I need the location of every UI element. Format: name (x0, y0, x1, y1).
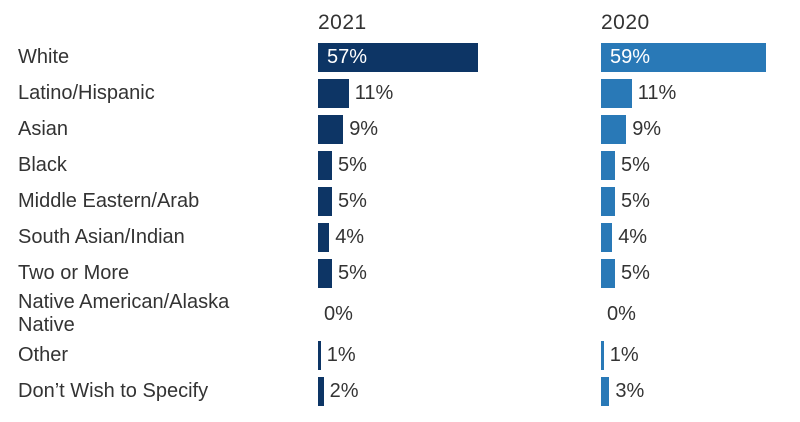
bar-cell-2020: 11% (601, 75, 800, 111)
chart-row: Native American/Alaska Native 0% 0% (18, 291, 800, 337)
bar-cell-2020: 3% (601, 373, 800, 409)
bar-2020 (601, 114, 627, 144)
chart-row: Don’t Wish to Specify 2% 3% (18, 373, 800, 409)
column-header-2021: 2021 (318, 11, 367, 34)
value-label: 4% (335, 225, 365, 248)
bar-2020: 59% (601, 42, 767, 72)
bar-cell-2021: 2% (318, 373, 601, 409)
value-label: 5% (338, 189, 367, 212)
bar-2020 (601, 340, 604, 370)
value-label: 11% (637, 81, 677, 104)
chart-rows: White 57% 59% Latino/Hispanic 11% 11% Asian 9% 9… (18, 39, 800, 409)
category-label: Don’t Wish to Specify (18, 379, 209, 402)
category-label: Native American/Alaska Native (18, 291, 230, 336)
bar-cell-2021: 9% (318, 111, 601, 147)
value-label: 5% (621, 153, 650, 176)
value-label: 2% (329, 379, 359, 402)
bar-cell-2021: 4% (318, 219, 601, 255)
column-headers-row: 2021 2020 (18, 9, 800, 39)
value-label: 5% (338, 261, 367, 284)
bar-2021 (318, 78, 349, 108)
bar-2021 (318, 340, 321, 370)
bar-2020 (601, 376, 610, 406)
bar-2020 (601, 258, 615, 288)
category-label: Asian (18, 117, 69, 140)
category-label: Middle Eastern/Arab (18, 189, 200, 212)
bar-cell-2020: 0% (601, 291, 800, 337)
value-label: 5% (621, 261, 650, 284)
chart-row: Two or More 5% 5% (18, 255, 800, 291)
bar-cell-2021: 5% (318, 147, 601, 183)
bar-cell-2020: 5% (601, 255, 800, 291)
value-label: 1% (326, 343, 356, 366)
bar-2021 (318, 222, 330, 252)
chart-row: White 57% 59% (18, 39, 800, 75)
bar-2021 (318, 186, 332, 216)
value-label: 11% (354, 81, 394, 104)
bar-2020 (601, 186, 615, 216)
value-label: 0% (607, 302, 636, 325)
chart-row: Latino/Hispanic 11% 11% (18, 75, 800, 111)
bar-2020 (601, 150, 615, 180)
category-label: South Asian/Indian (18, 225, 185, 248)
bar-cell-2020: 5% (601, 147, 800, 183)
bar-cell-2020: 9% (601, 111, 800, 147)
bar-cell-2021: 5% (318, 255, 601, 291)
bar-cell-2021: 5% (318, 183, 601, 219)
bar-cell-2020: 59% (601, 39, 800, 75)
value-label: 3% (615, 379, 645, 402)
value-label: 59% (610, 45, 651, 68)
bar-cell-2021: 1% (318, 337, 601, 373)
bar-2021: 57% (318, 42, 478, 72)
bar-2021 (318, 258, 332, 288)
value-label: 0% (324, 302, 353, 325)
category-label: Other (18, 343, 69, 366)
bar-cell-2020: 4% (601, 219, 800, 255)
chart-row: Black 5% 5% (18, 147, 800, 183)
bar-cell-2020: 1% (601, 337, 800, 373)
chart-row: Asian 9% 9% (18, 111, 800, 147)
bar-2021 (318, 114, 344, 144)
chart-row: Other 1% 1% (18, 337, 800, 373)
bar-cell-2021: 11% (318, 75, 601, 111)
value-label: 57% (327, 45, 368, 68)
bar-2021 (318, 376, 324, 406)
category-label: Black (18, 153, 67, 176)
value-label: 9% (349, 117, 379, 140)
column-header-2020: 2020 (601, 11, 650, 34)
bar-2020 (601, 222, 613, 252)
value-label: 5% (338, 153, 367, 176)
bar-2021 (318, 150, 332, 180)
category-label: Two or More (18, 261, 130, 284)
value-label: 1% (609, 343, 639, 366)
chart-row: South Asian/Indian 4% 4% (18, 219, 800, 255)
chart-row: Middle Eastern/Arab 5% 5% (18, 183, 800, 219)
value-label: 4% (618, 225, 648, 248)
category-label: White (18, 45, 70, 68)
category-label: Latino/Hispanic (18, 81, 155, 104)
bar-cell-2021: 57% (318, 39, 601, 75)
bar-cell-2021: 0% (318, 291, 601, 337)
bar-cell-2020: 5% (601, 183, 800, 219)
bar-2020 (601, 78, 632, 108)
value-label: 5% (621, 189, 650, 212)
value-label: 9% (632, 117, 662, 140)
